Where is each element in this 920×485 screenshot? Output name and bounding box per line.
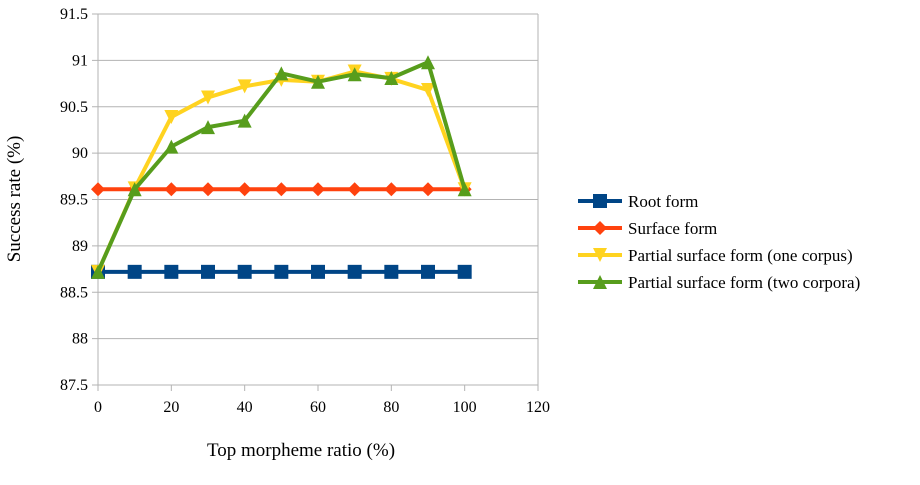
legend-label: Surface form (628, 219, 717, 238)
series-0 (91, 264, 472, 279)
data-point (311, 74, 325, 89)
data-point (201, 120, 215, 135)
data-point (421, 55, 435, 70)
data-point (201, 264, 215, 279)
data-point (237, 264, 252, 279)
x-tick-label: 60 (310, 399, 326, 416)
data-point (384, 182, 399, 197)
x-tick-label: 100 (453, 399, 477, 416)
y-tick-label: 89 (72, 238, 88, 255)
grid-lines (98, 13, 538, 386)
data-point (237, 79, 252, 94)
y-tick-label: 90 (72, 145, 88, 162)
legend-entry: Root form (578, 192, 698, 211)
legend-swatch-marker (593, 194, 607, 208)
series-group (91, 55, 472, 279)
data-point (421, 83, 435, 98)
data-point (384, 264, 399, 279)
data-point (127, 264, 142, 279)
data-point (164, 139, 179, 154)
x-axis-title: Top morpheme ratio (%) (207, 440, 395, 461)
legend: Root form Surface form Partial surface for… (578, 192, 860, 292)
data-point (201, 182, 215, 197)
data-point (347, 264, 362, 279)
data-point (274, 66, 289, 81)
x-tick-label: 120 (526, 399, 550, 416)
series-1 (91, 182, 472, 197)
tick-labels: 87.5 88 88.5 89 89.5 90 90.5 91 91.5 0 20 40 60 80 100… (60, 6, 550, 416)
data-point (237, 182, 252, 197)
data-point (457, 182, 472, 197)
series-line (96, 69, 467, 273)
data-point (421, 182, 435, 197)
legend-swatch-marker (593, 221, 607, 235)
y-tick-label: 90.5 (60, 99, 88, 116)
x-tick-label: 20 (163, 399, 179, 416)
data-point (347, 67, 362, 82)
data-point (201, 90, 215, 105)
legend-label: Partial surface form (one corpus) (628, 246, 853, 265)
y-tick-label: 91.5 (60, 6, 88, 23)
data-point (274, 182, 289, 197)
data-point (274, 264, 289, 279)
series-line (96, 60, 467, 273)
data-point (384, 70, 399, 85)
legend-label: Partial surface form (two corpora) (628, 273, 860, 292)
data-point (164, 109, 179, 124)
x-tick-label: 80 (383, 399, 399, 416)
legend-swatch-marker (593, 275, 607, 289)
data-point (347, 182, 362, 197)
data-point (237, 113, 252, 128)
data-point (421, 264, 435, 279)
legend-label: Root form (628, 192, 698, 211)
data-point (311, 182, 325, 197)
data-point (457, 264, 472, 279)
data-point (127, 182, 142, 197)
data-point (164, 182, 179, 197)
y-tick-label: 87.5 (60, 377, 88, 394)
y-tick-label: 88.5 (60, 284, 88, 301)
data-point (311, 264, 325, 279)
axes (92, 13, 539, 391)
legend-entry: Surface form (578, 219, 717, 238)
y-tick-label: 88 (72, 331, 88, 348)
data-point (91, 264, 105, 279)
legend-entry: Partial surface form (two corpora) (578, 273, 860, 292)
legend-swatch-marker (593, 248, 607, 262)
y-axis-title: Success rate (%) (4, 136, 25, 263)
data-point (91, 182, 105, 197)
y-tick-label: 89.5 (60, 192, 88, 209)
x-tick-label: 0 (94, 399, 102, 416)
data-point (164, 264, 179, 279)
y-tick-label: 91 (72, 52, 88, 69)
series-3 (91, 55, 472, 279)
x-tick-label: 40 (237, 399, 253, 416)
legend-entry: Partial surface form (one corpus) (578, 246, 853, 265)
